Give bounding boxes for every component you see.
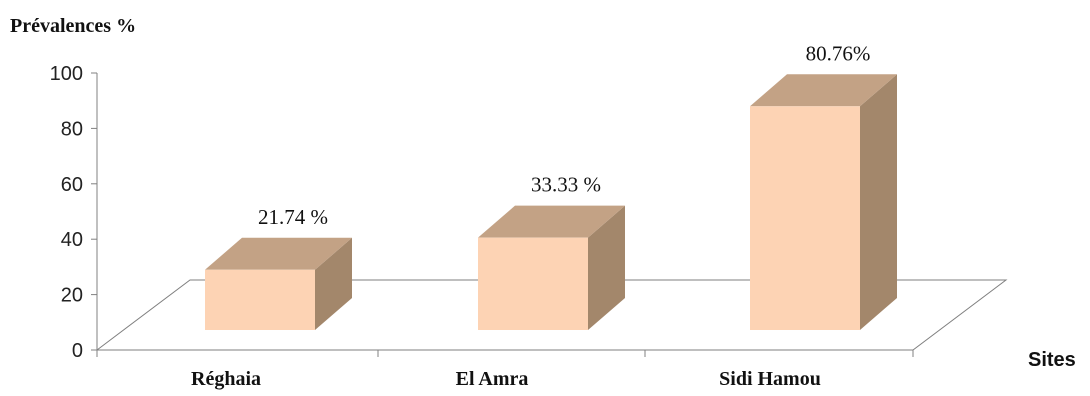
bar-side-face [315,237,352,330]
data-label: 33.33 % [531,173,601,197]
bar-top-face [205,237,352,270]
bar-front-face [205,269,315,330]
chart-floor [96,279,1008,351]
bar-front-face [750,106,860,330]
category-label: Réghaia [191,368,261,390]
y-tick-label: 80 [61,118,83,140]
y-tick-label: 20 [61,285,83,307]
y-tick-label: 40 [61,229,83,251]
category-label: Sidi Hamou [719,368,821,390]
plot-area: 0 20 40 60 80 100 21.74 % Réghaia 33.33 % El Amra… [50,41,1008,390]
category-label: El Amra [456,368,529,390]
y-axis-title: Prévalences % [10,15,136,37]
bar [478,205,625,330]
bar [750,74,897,330]
y-tick-label: 0 [72,340,83,362]
bar-side-face [860,74,897,330]
bar-top-face [750,74,897,107]
data-label: 80.76% [806,41,871,65]
bar [205,237,352,330]
x-axis-title: Sites [1028,349,1076,371]
bar-top-face [478,205,625,238]
y-tick-label: 60 [61,174,83,196]
y-tick-label: 100 [50,63,83,85]
bar-side-face [588,205,625,330]
bar-front-face [478,237,588,330]
data-label: 21.74 % [258,205,328,229]
